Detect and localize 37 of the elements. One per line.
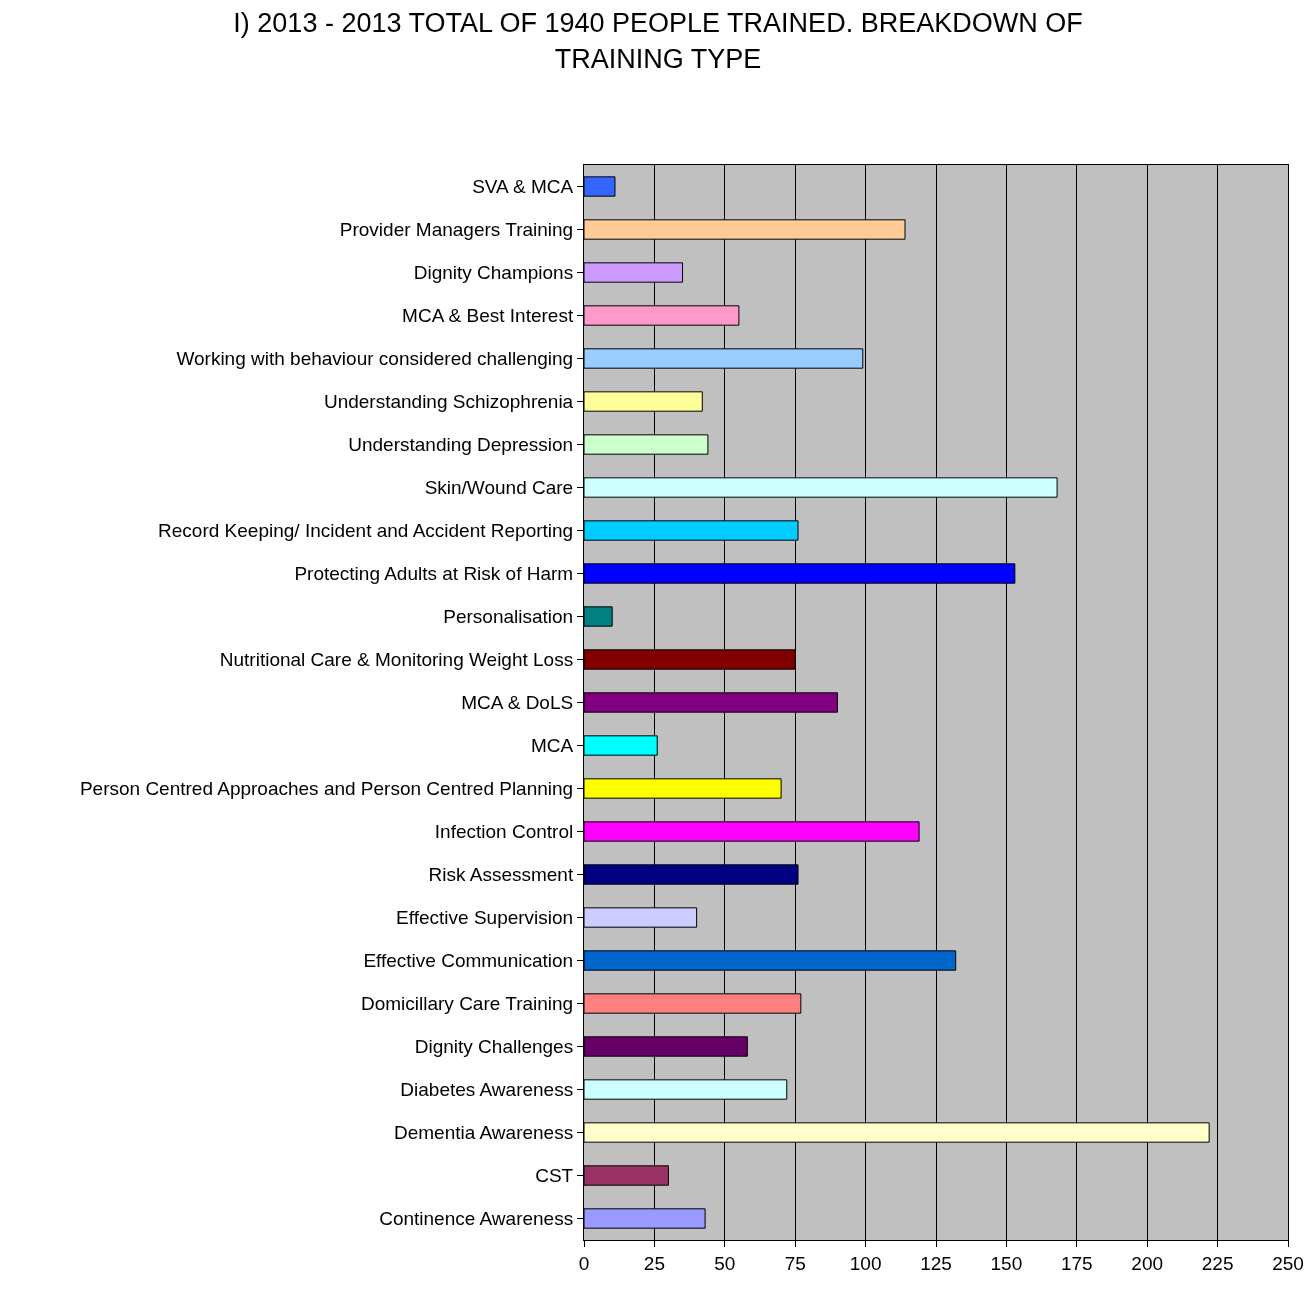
y-tick-label: Effective Communication [363,950,574,972]
x-tick-label: 25 [643,1252,665,1274]
y-tick-label: MCA [530,735,574,757]
y-tick-label: Infection Control [434,821,574,843]
x-tick-label: 125 [920,1252,952,1274]
y-tick-label: Diabetes Awareness [400,1079,574,1101]
x-tick-label: 50 [714,1252,736,1274]
x-tick-label: 250 [1272,1252,1304,1274]
y-tick-label: Person Centred Approaches and Person Centred Planning [79,778,574,800]
x-tick-label: 150 [990,1252,1023,1274]
x-tick-label: 75 [784,1252,806,1274]
y-tick-label: Dignity Challenges [414,1036,574,1058]
y-tick-label: Risk Assessment [428,864,574,886]
x-tick-label: 200 [1131,1252,1164,1274]
x-tick-label: 225 [1201,1252,1234,1274]
y-tick-label: Working with behaviour considered challenging [176,348,574,370]
y-tick-label: Domicillary Care Training [360,993,574,1015]
x-tick-label: 0 [578,1252,590,1274]
y-tick-label: CST [535,1165,574,1187]
y-tick-label: Protecting Adults at Risk of Harm [294,563,574,585]
y-tick-label: Personalisation [443,606,574,628]
y-tick-label: Provider Managers Training [339,219,574,241]
y-tick-label: MCA & Best Interest [402,305,574,327]
x-tick-label: 175 [1060,1252,1093,1274]
y-tick-label: Dignity Champions [413,262,574,284]
x-tick-label: 100 [849,1252,882,1274]
y-tick-label: MCA & DoLS [461,692,574,714]
y-tick-label: Continence Awareness [379,1208,574,1230]
y-tick-label: Understanding Schizophrenia [323,391,574,413]
y-tick-label: Record Keeping/ Incident and Accident Reporting [158,520,574,542]
y-tick-label: SVA & MCA [472,176,574,198]
y-tick-label: Skin/Wound Care [424,477,574,499]
y-tick-label: Nutritional Care & Monitoring Weight Loss [219,649,574,671]
y-tick-label: Effective Supervision [396,907,574,929]
y-tick-label: Dementia Awareness [394,1122,574,1144]
y-tick-label: Understanding Depression [348,434,574,456]
chart-title: I) 2013 - 2013 TOTAL OF 1940 PEOPLE TRAINED. BREAKDOWN OF TRAINING TYPE [233,8,1083,74]
